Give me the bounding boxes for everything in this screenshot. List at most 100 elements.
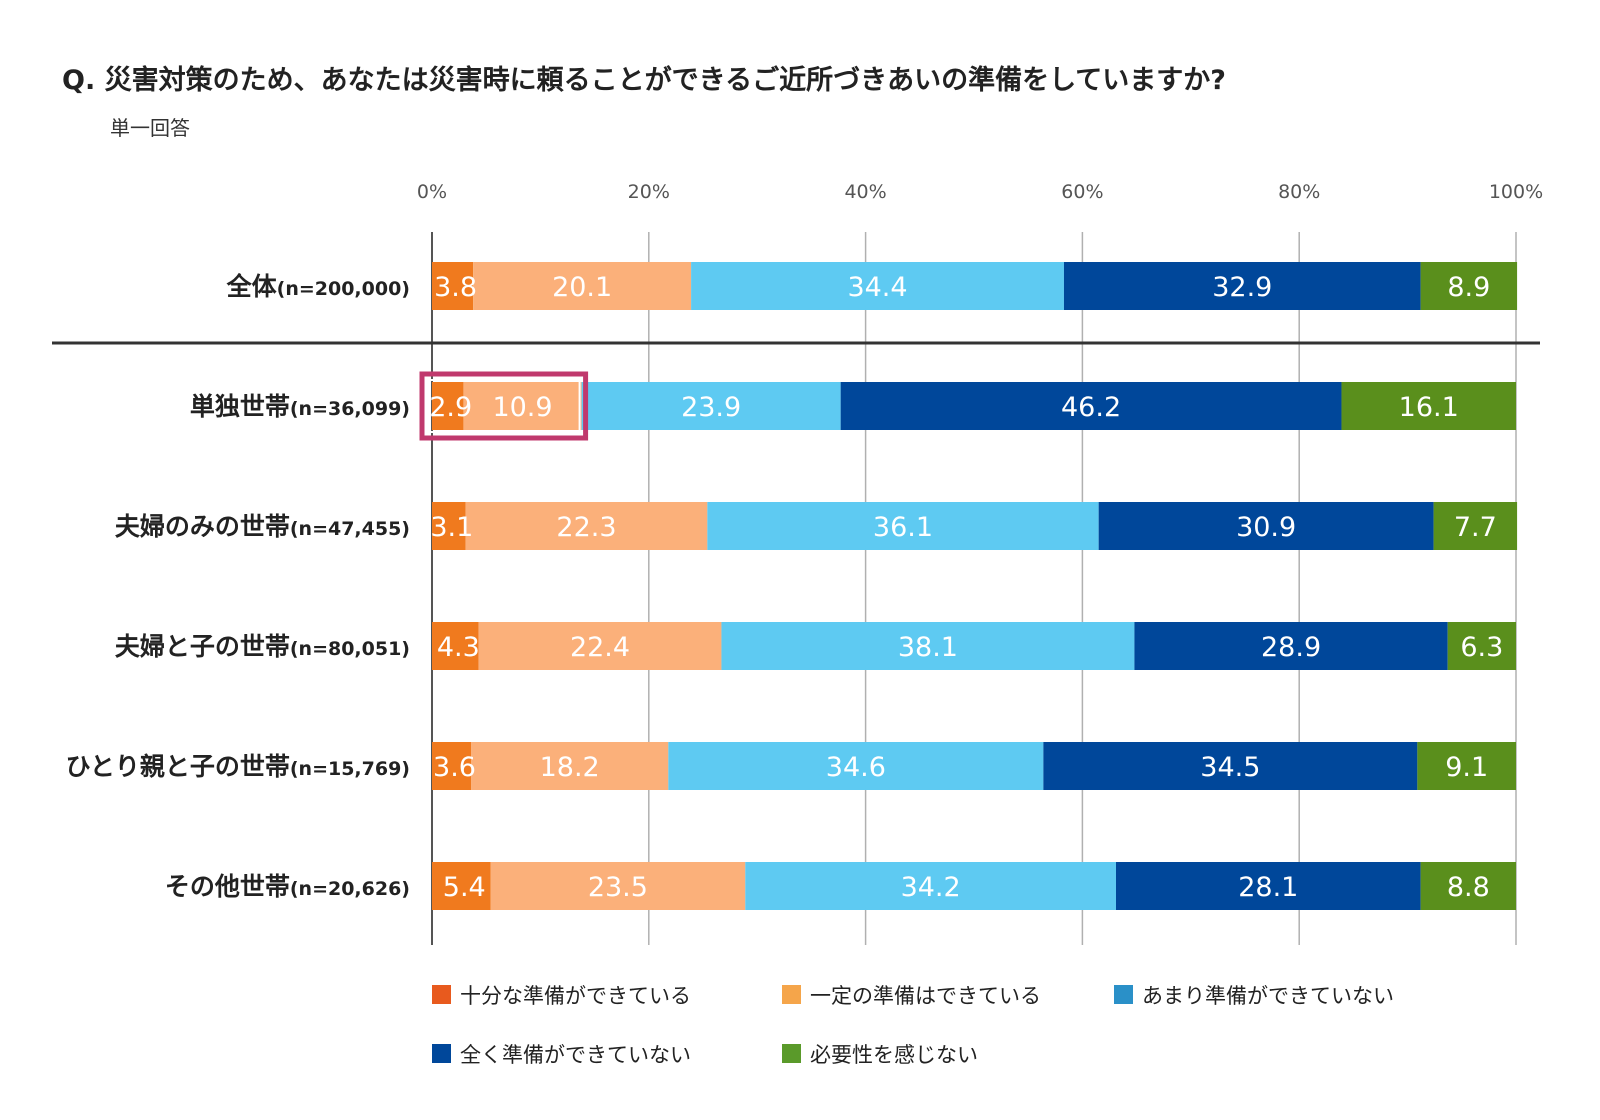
bar-segment [465,502,708,550]
data-label: 18.2 [540,752,600,783]
data-label: 28.9 [1261,632,1321,663]
data-label: 22.3 [556,512,616,543]
bar-segment [463,382,582,430]
legend-label: 必要性を感じない [810,1043,978,1067]
legend-label: 十分な準備ができている [460,984,691,1008]
data-label: 4.3 [437,632,480,663]
data-label: 36.1 [873,512,933,543]
data-label: 3.8 [434,272,477,303]
bar-segment [473,262,692,310]
chart-title: Q. 災害対策のため、あなたは災害時に頼ることができるご近所づきあいの準備をして… [62,65,1226,96]
legend-swatch [432,1044,451,1063]
data-label: 34.2 [901,872,961,903]
category-name: 単独世帯 [190,392,290,421]
category-label: 夫婦と子の世帯(n=80,051) [115,632,410,661]
bar-segment [1417,742,1516,790]
bar-segment [432,262,474,310]
bar-segment [745,862,1117,910]
category-label: 夫婦のみの世帯(n=47,455) [115,512,410,541]
category-n: (n=200,000) [277,278,410,300]
data-label: 6.3 [1460,632,1503,663]
bar-segment [691,262,1064,310]
data-label: 2.9 [429,392,472,423]
legend-swatch [432,985,451,1004]
x-tick-label: 100% [1489,181,1543,203]
data-label: 38.1 [898,632,958,663]
data-label: 10.9 [492,392,552,423]
data-label: 34.6 [826,752,886,783]
legend-swatch [782,1044,801,1063]
bar-segment [490,862,746,910]
x-tick-label: 0% [417,181,447,203]
grid-layer: 0% 20% 40% 60% 80% 100% [52,181,1543,945]
bar-segment [1447,622,1516,670]
data-label: 34.4 [847,272,907,303]
legend-label: 一定の準備はできている [810,984,1041,1008]
bar-segment [432,502,466,550]
data-label: 7.7 [1454,512,1497,543]
data-label: 5.4 [443,872,486,903]
x-tick-label: 80% [1278,181,1320,203]
bar-segment [1134,622,1448,670]
bar-segment [840,382,1342,430]
data-label: 22.4 [570,632,630,663]
highlight-box [419,371,589,441]
bar-segment [1043,742,1418,790]
bar-segment [668,742,1044,790]
data-label: 20.1 [552,272,612,303]
category-label: その他世帯(n=20,626) [165,872,410,901]
data-label: 23.5 [588,872,648,903]
category-n: (n=15,769) [290,758,410,780]
bar-segment [721,622,1135,670]
category-n: (n=36,099) [290,398,410,420]
data-label: 9.1 [1445,752,1488,783]
category-n: (n=20,626) [290,878,410,900]
labels-layer: 全体(n=200,000) 単独世帯(n=36,099) 夫婦のみの世帯(n=47,… [66,272,1504,903]
x-tick-label: 20% [628,181,670,203]
x-tick-label: 60% [1061,181,1103,203]
bar-segment [1341,382,1516,430]
bar-segment [1420,862,1516,910]
legend-swatch [1114,985,1133,1004]
legend-swatch [782,985,801,1004]
data-label: 34.5 [1200,752,1260,783]
legend: 十分な準備ができている 一定の準備はできている あまり準備ができていない全く準備がで… [432,984,1394,1067]
category-label: 全体(n=200,000) [226,272,410,301]
x-tick-label: 40% [844,181,886,203]
category-name: 夫婦のみの世帯 [115,512,290,541]
category-label: ひとり親と子の世帯(n=15,769) [66,752,410,781]
data-label: 30.9 [1236,512,1296,543]
category-name: 夫婦と子の世帯 [115,632,290,661]
bar-segment [1420,262,1518,310]
chart-subtitle: 単一回答 [110,116,190,140]
bar-segment [478,622,722,670]
category-name: その他世帯 [165,872,290,901]
bar-segment [707,502,1099,550]
data-label: 8.8 [1447,872,1490,903]
category-n: (n=47,455) [290,518,410,540]
bar-segment [432,742,472,790]
data-label: 28.1 [1238,872,1298,903]
bar-segment [432,622,479,670]
category-name: ひとり親と子の世帯 [66,752,290,781]
bar-segment [1098,502,1434,550]
category-label: 単独世帯(n=36,099) [190,392,410,421]
data-label: 3.1 [430,512,473,543]
data-label: 46.2 [1061,392,1121,423]
category-name: 全体 [226,272,278,301]
data-label: 16.1 [1399,392,1459,423]
category-n: (n=80,051) [290,638,410,660]
bar-segment [432,862,491,910]
bar-segment [471,742,669,790]
data-label: 32.9 [1212,272,1272,303]
bar-segment [1433,502,1518,550]
highlight-inner-border [427,379,581,433]
data-label: 23.9 [681,392,741,423]
bar-segment [432,382,464,430]
bars-layer [432,262,1518,910]
data-label: 3.6 [433,752,476,783]
data-label: 8.9 [1447,272,1490,303]
legend-label: 全く準備ができていない [460,1043,691,1067]
bar-segment [1116,862,1421,910]
